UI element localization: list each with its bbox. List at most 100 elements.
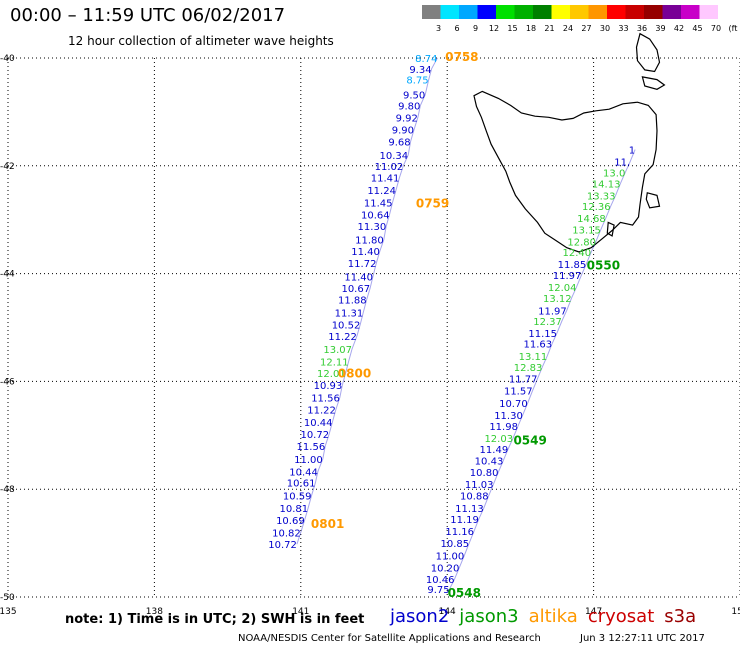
color-scale-swatch — [681, 5, 700, 19]
color-scale-label: 3 — [436, 24, 441, 33]
wave-height-label: 9.50 — [403, 91, 425, 102]
x-tick-label: 150 — [731, 607, 740, 617]
legend-item-altika: altika — [528, 606, 578, 627]
wave-height-labels: 8.749.348.759.509.809.929.909.6810.3411.… — [268, 54, 635, 596]
pass-time-label: 0550 — [587, 259, 620, 273]
color-scale-label: (ft) — [728, 24, 738, 33]
color-scale-swatch — [644, 5, 663, 19]
wave-height-label: 11.22 — [307, 405, 336, 416]
legend-item-s3a: s3a — [664, 606, 697, 627]
pass-time-label: 0801 — [311, 517, 344, 531]
wave-height-label: 9.68 — [388, 138, 410, 149]
color-scale-swatch — [551, 5, 570, 19]
color-scale-swatch — [607, 5, 626, 19]
wave-height-label: 12.04 — [548, 283, 577, 294]
x-tick-label: 135 — [0, 607, 17, 617]
wave-height-label: 8.75 — [406, 76, 428, 87]
coastline-island — [645, 192, 661, 209]
legend-item-cryosat: cryosat — [587, 606, 655, 627]
wave-height-label: 10.20 — [431, 563, 460, 574]
wave-height-label: 9.92 — [396, 113, 418, 124]
wave-height-label: 11.80 — [355, 236, 384, 247]
wave-height-label: 13.11 — [519, 352, 548, 363]
wave-height-label: 11.24 — [367, 186, 396, 197]
y-tick-label: -44 — [0, 270, 15, 280]
wave-height-label: 12.11 — [320, 357, 349, 368]
wave-height-label: 11.45 — [364, 198, 393, 209]
wave-height-label: 13.33 — [587, 191, 616, 202]
coastline-island — [606, 221, 615, 237]
wave-height-label: 13.07 — [323, 345, 352, 356]
chart-subtitle: 12 hour collection of altimeter wave hei… — [68, 34, 334, 48]
wave-height-label: 1 — [629, 146, 635, 157]
wave-height-label: 11.22 — [328, 332, 357, 343]
color-scale-swatch — [496, 5, 515, 19]
wave-height-label: 12.37 — [533, 317, 562, 328]
color-scale-swatch — [570, 5, 589, 19]
satellite-legend: jason2 jason3 altika cryosat s3a — [390, 606, 706, 627]
color-scale-swatch — [440, 5, 459, 19]
wave-height-label: 10.85 — [441, 539, 470, 550]
credit-text: NOAA/NESDIS Center for Satellite Applica… — [238, 633, 541, 644]
wave-height-label: 10.67 — [341, 284, 370, 295]
wave-height-label: 10.80 — [470, 468, 499, 479]
wave-height-label: 11.40 — [344, 272, 373, 283]
y-tick-label: -50 — [0, 593, 15, 603]
color-scale-label: 42 — [674, 24, 684, 33]
coastline-island — [641, 76, 666, 90]
coastline-island — [635, 32, 661, 73]
wave-height-label: 11.41 — [371, 174, 400, 185]
wave-height-label: 10.34 — [380, 151, 409, 162]
wave-height-label: 10.93 — [314, 381, 343, 392]
color-scale-swatch — [477, 5, 496, 19]
wave-height-label: 13.15 — [572, 225, 601, 236]
wave-height-label: 11.57 — [504, 387, 533, 398]
color-scale-swatch — [533, 5, 552, 19]
color-scale-label: 6 — [454, 24, 459, 33]
color-scale-swatch — [588, 5, 607, 19]
wave-height-label: 10.69 — [276, 516, 305, 527]
wave-height-label: 12.83 — [514, 363, 543, 374]
wave-height-label: 11.00 — [436, 551, 465, 562]
pass-time-label: 0548 — [448, 586, 481, 600]
wave-height-label: 14.68 — [577, 214, 606, 225]
wave-height-label: 11.49 — [480, 445, 509, 456]
y-tick-label: -48 — [0, 485, 15, 495]
timestamp-text: Jun 3 12:27:11 UTC 2017 — [580, 633, 705, 644]
wave-height-label: 11.56 — [297, 442, 326, 453]
wave-height-label: 10.43 — [475, 457, 504, 468]
wave-height-label: 11.02 — [375, 162, 404, 173]
wave-height-label: 11.31 — [335, 308, 364, 319]
pass-time-label: 0758 — [445, 50, 478, 64]
wave-height-label: 13.0 — [603, 168, 625, 179]
wave-height-label: 14.13 — [592, 180, 621, 191]
color-scale-swatch — [699, 5, 718, 19]
wave-height-label: 11.13 — [455, 504, 484, 515]
wave-height-label: 10.70 — [499, 399, 528, 410]
wave-height-label: 13.12 — [543, 294, 572, 305]
wave-height-label: 10.44 — [304, 418, 333, 429]
wave-height-label: 11.88 — [338, 295, 367, 306]
color-scale-swatch — [662, 5, 681, 19]
wave-height-label: 9.75 — [427, 585, 449, 596]
wave-height-label: 10.52 — [332, 320, 361, 331]
tasmania-coastline — [473, 32, 666, 253]
color-scale-label: 70 — [711, 24, 721, 33]
wave-height-label: 12.80 — [567, 237, 596, 248]
wave-height-label: 11.72 — [348, 259, 377, 270]
wave-height-label: 11.63 — [523, 340, 552, 351]
y-tick-label: -42 — [0, 162, 15, 172]
axis-tick-labels: 135 138 141 144 147 150 -40 -42 -44 -46 -48 -50 — [0, 54, 740, 617]
footer-note: note: 1) Time is in UTC; 2) SWH is in fe… — [65, 612, 365, 627]
wave-height-label: 11.97 — [538, 306, 567, 317]
color-scale-label: 9 — [473, 24, 478, 33]
wave-height-label: 10.59 — [283, 492, 312, 503]
wave-height-label: 11.56 — [311, 394, 340, 405]
y-tick-label: -46 — [0, 377, 15, 387]
x-tick-label: 141 — [292, 607, 309, 617]
color-scale-label: 27 — [581, 24, 591, 33]
color-scale-label: 18 — [526, 24, 536, 33]
wave-height-label: 10.61 — [287, 479, 316, 490]
